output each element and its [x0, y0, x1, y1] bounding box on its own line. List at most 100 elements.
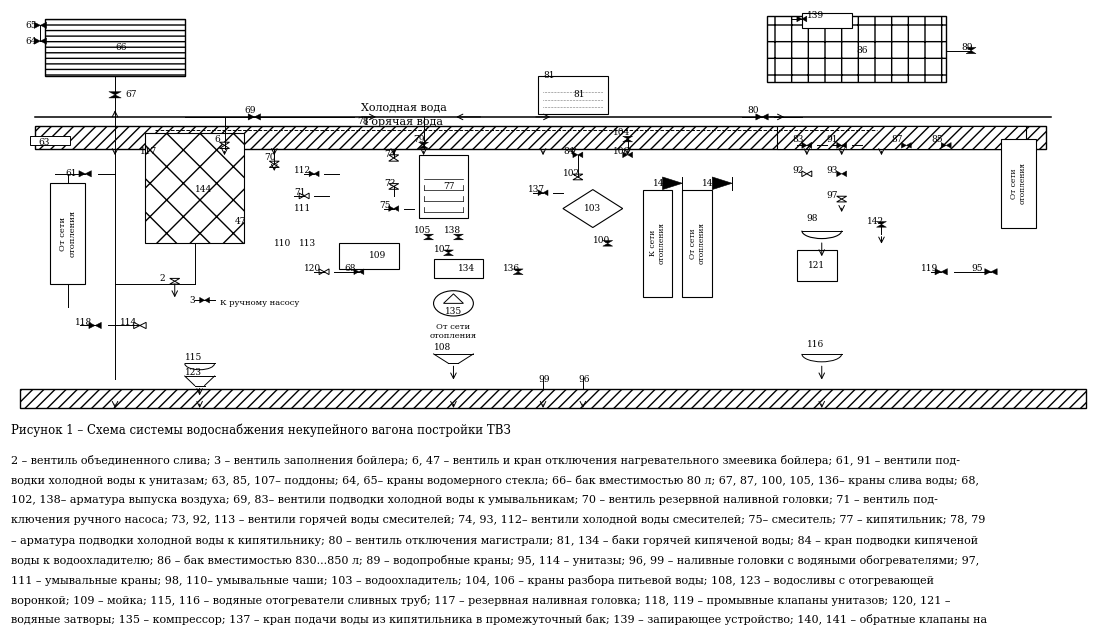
Polygon shape	[219, 145, 230, 149]
Text: 118: 118	[75, 318, 93, 327]
Text: 104: 104	[613, 128, 630, 137]
Text: 134: 134	[458, 264, 476, 273]
Polygon shape	[577, 152, 583, 157]
Text: 116: 116	[806, 340, 824, 349]
Text: 84: 84	[563, 147, 574, 156]
Polygon shape	[444, 250, 453, 253]
Polygon shape	[354, 269, 358, 274]
Polygon shape	[453, 234, 463, 237]
Text: 93: 93	[826, 166, 838, 175]
Polygon shape	[935, 269, 941, 275]
Text: 113: 113	[299, 239, 316, 248]
Text: 136: 136	[503, 264, 520, 273]
Text: водяные затворы; 135 – компрессор; 137 – кран подачи воды из кипятильника в пром: водяные затворы; 135 – компрессор; 137 –…	[11, 614, 988, 626]
Polygon shape	[628, 152, 633, 157]
Text: 78: 78	[357, 117, 368, 126]
Polygon shape	[762, 114, 769, 120]
Polygon shape	[418, 142, 428, 145]
Polygon shape	[314, 171, 319, 176]
Polygon shape	[95, 322, 102, 329]
Polygon shape	[513, 272, 523, 274]
Text: 119: 119	[921, 264, 939, 273]
Bar	[31, 136, 71, 145]
Text: 61: 61	[65, 169, 76, 178]
Bar	[802, 13, 852, 28]
Text: 83: 83	[792, 135, 803, 143]
Polygon shape	[269, 164, 279, 167]
Polygon shape	[573, 152, 577, 157]
Polygon shape	[984, 269, 991, 275]
Polygon shape	[389, 183, 398, 186]
Text: 121: 121	[808, 261, 825, 270]
Text: 139: 139	[806, 11, 824, 20]
Text: 96: 96	[577, 375, 589, 384]
Text: 111: 111	[294, 204, 312, 213]
Text: 69: 69	[244, 106, 255, 115]
Text: 74: 74	[384, 150, 395, 159]
Text: 112: 112	[294, 166, 311, 175]
Text: Холодная вода: Холодная вода	[361, 102, 447, 112]
Polygon shape	[967, 51, 977, 54]
Polygon shape	[802, 142, 806, 149]
Text: 123: 123	[185, 368, 201, 377]
Text: К сети
отопления: К сети отопления	[649, 222, 666, 264]
Text: 79: 79	[414, 135, 425, 143]
Polygon shape	[88, 322, 95, 329]
Polygon shape	[108, 95, 122, 98]
Text: Рисунок 1 – Схема системы водоснабжения некупейного вагона постройки ТВЗ: Рисунок 1 – Схема системы водоснабжения …	[11, 423, 511, 437]
Bar	[643, 190, 672, 297]
Polygon shape	[319, 269, 324, 274]
Bar	[796, 250, 837, 281]
Text: 65: 65	[25, 21, 38, 30]
Text: 95: 95	[971, 264, 983, 273]
Text: 89: 89	[961, 43, 972, 52]
Polygon shape	[304, 193, 310, 198]
Text: От сети
отопления: От сети отопления	[59, 210, 76, 257]
Polygon shape	[573, 177, 583, 180]
Polygon shape	[205, 298, 210, 303]
Polygon shape	[907, 142, 911, 149]
Text: 2 – вентиль объединенного слива; 3 – вентиль заполнения бойлера; 6, 47 – вентиль: 2 – вентиль объединенного слива; 3 – вен…	[11, 455, 960, 466]
Polygon shape	[134, 322, 139, 329]
Polygon shape	[254, 114, 261, 120]
Text: 85: 85	[931, 135, 943, 143]
Polygon shape	[453, 237, 463, 240]
Text: 75: 75	[378, 201, 390, 210]
Text: водки холодной воды к унитазам; 63, 85, 107– поддоны; 64, 65– краны водомерного : водки холодной воды к унитазам; 63, 85, …	[11, 475, 979, 486]
Text: 80: 80	[748, 106, 759, 115]
Polygon shape	[170, 281, 179, 284]
Bar	[418, 155, 468, 218]
Bar	[338, 243, 398, 269]
Polygon shape	[623, 152, 628, 157]
Polygon shape	[358, 269, 364, 274]
Text: 107: 107	[434, 245, 451, 254]
Polygon shape	[806, 171, 812, 176]
Text: 135: 135	[445, 307, 462, 316]
Polygon shape	[876, 224, 887, 227]
Polygon shape	[310, 171, 314, 176]
Text: 2: 2	[159, 274, 166, 283]
Text: 92: 92	[792, 166, 803, 175]
Text: 81: 81	[573, 90, 584, 99]
Polygon shape	[806, 142, 812, 149]
Polygon shape	[837, 142, 842, 149]
Polygon shape	[424, 234, 434, 237]
Text: 86: 86	[856, 46, 868, 55]
Polygon shape	[139, 322, 146, 329]
Text: 91: 91	[826, 135, 838, 143]
Text: Горячая вода: Горячая вода	[364, 117, 444, 126]
Polygon shape	[623, 139, 633, 142]
Bar	[21, 389, 1085, 408]
Polygon shape	[40, 38, 46, 44]
Bar	[538, 76, 608, 114]
Text: 111 – умывальные краны; 98, 110– умывальные чаши; 103 – водоохладитель; 104, 106: 111 – умывальные краны; 98, 110– умываль…	[11, 574, 933, 586]
Text: 142: 142	[867, 217, 884, 226]
Bar	[766, 16, 946, 82]
Text: 6: 6	[215, 135, 220, 143]
Text: 110: 110	[274, 239, 292, 248]
Bar	[145, 133, 244, 243]
Text: 67: 67	[125, 90, 136, 99]
Polygon shape	[623, 137, 633, 139]
Text: 117: 117	[139, 147, 157, 156]
Text: 109: 109	[368, 252, 386, 260]
